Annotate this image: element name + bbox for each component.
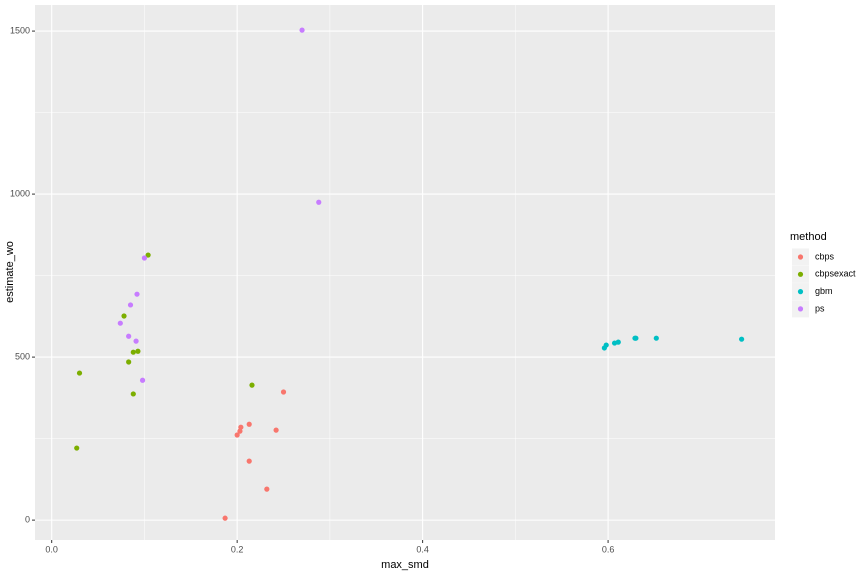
point (246, 421, 252, 427)
legend-label: cbps (815, 251, 835, 261)
point (237, 428, 243, 434)
point (603, 342, 609, 348)
point (633, 335, 639, 341)
point (280, 389, 287, 395)
point (234, 432, 240, 438)
y-tick-label: 0 (25, 514, 30, 524)
point (121, 313, 127, 319)
point (145, 252, 151, 258)
point (130, 349, 136, 355)
point (74, 445, 80, 451)
point (130, 391, 136, 397)
x-axis-label: max_smd (381, 559, 429, 571)
legend-label: cbpsexact (815, 269, 856, 279)
point (76, 370, 83, 376)
panel-background (35, 5, 775, 540)
point (126, 359, 132, 365)
point (127, 302, 134, 308)
point (126, 333, 132, 339)
x-tick-label: 0.4 (416, 544, 429, 554)
y-tick-label: 1000 (10, 188, 30, 198)
point (134, 291, 140, 297)
point (264, 486, 270, 492)
legend-marker (797, 306, 804, 312)
point (238, 424, 244, 430)
point (273, 427, 279, 433)
point (299, 27, 305, 33)
legend-label: gbm (815, 286, 833, 296)
point (135, 348, 141, 354)
point (246, 458, 252, 464)
point (316, 199, 322, 205)
point (615, 339, 621, 345)
legend-label: ps (815, 303, 825, 313)
point (141, 255, 148, 261)
x-tick-label: 0.2 (231, 544, 244, 554)
x-tick-label: 0.0 (45, 544, 58, 554)
point (653, 335, 659, 341)
point (739, 336, 745, 342)
y-tick-label: 1500 (10, 25, 30, 35)
point (117, 320, 123, 326)
x-tick-label: 0.6 (602, 544, 615, 554)
legend-marker (797, 289, 804, 295)
point (222, 515, 228, 521)
legend-marker (797, 271, 804, 277)
legend-marker (797, 254, 804, 260)
point (139, 377, 146, 383)
point (249, 382, 255, 388)
legend-title: method (790, 231, 827, 243)
point (133, 338, 139, 344)
y-tick-label: 500 (15, 351, 30, 361)
y-axis-label: estimate_wo (4, 241, 16, 303)
